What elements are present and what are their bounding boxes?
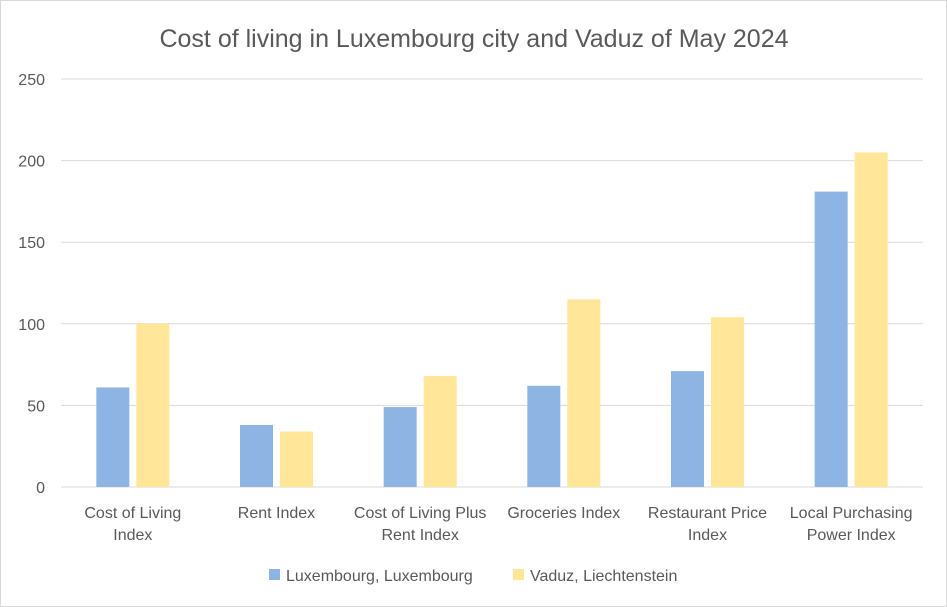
bar-luxembourg xyxy=(383,407,417,487)
category-label: Local Purchasing Power Index xyxy=(790,505,913,544)
bar-vaduz xyxy=(136,323,170,487)
category-label: Cost of Living Plus Rent Index xyxy=(354,505,487,544)
category-label-line: Cost of Living Plus xyxy=(354,505,487,522)
bar-luxembourg xyxy=(527,385,561,487)
category-label-line: Rent Index xyxy=(238,505,315,522)
legend-label: Vaduz, Liechtenstein xyxy=(530,568,677,585)
legend: Luxembourg, Luxembourg Vaduz, Liechtenste… xyxy=(269,568,677,585)
gridlines xyxy=(61,78,923,488)
bar-luxembourg xyxy=(96,387,130,487)
category-label-line: Local Purchasing xyxy=(790,505,913,522)
category-label-line: Power Index xyxy=(807,527,896,544)
category-label-line: Index xyxy=(113,527,152,544)
bar-vaduz xyxy=(280,431,313,487)
category-label: Cost of Living Index xyxy=(84,505,181,544)
category-label: Restaurant Price Index xyxy=(648,505,767,544)
bar-vaduz xyxy=(423,376,457,487)
bar-vaduz xyxy=(567,299,601,487)
bar-luxembourg xyxy=(814,191,848,487)
y-tick-label: 150 xyxy=(18,235,45,252)
chart-title: Cost of living in Luxembourg city and Va… xyxy=(159,25,788,53)
bar-luxembourg xyxy=(671,371,704,487)
category-label-line: Index xyxy=(688,527,727,544)
y-tick-label: 250 xyxy=(18,72,45,89)
legend-swatch xyxy=(269,569,280,580)
category-label: Rent Index xyxy=(238,505,315,522)
legend-swatch xyxy=(513,569,524,580)
category-label-line: Restaurant Price xyxy=(648,505,767,522)
bar-luxembourg xyxy=(240,424,273,487)
bars xyxy=(96,152,888,487)
category-label-line: Rent Index xyxy=(381,527,458,544)
legend-label: Luxembourg, Luxembourg xyxy=(286,568,473,585)
bar-vaduz xyxy=(854,152,888,487)
y-tick-label: 200 xyxy=(18,154,45,171)
y-axis-tick-labels: 0 50 100 150 200 250 xyxy=(18,72,45,497)
category-label: Groceries Index xyxy=(507,505,620,522)
bar-vaduz xyxy=(711,317,744,487)
y-tick-label: 0 xyxy=(36,480,45,497)
y-tick-label: 100 xyxy=(18,317,45,334)
y-tick-label: 50 xyxy=(27,398,45,415)
category-label-line: Cost of Living xyxy=(84,505,181,522)
category-label-line: Groceries Index xyxy=(507,505,620,522)
